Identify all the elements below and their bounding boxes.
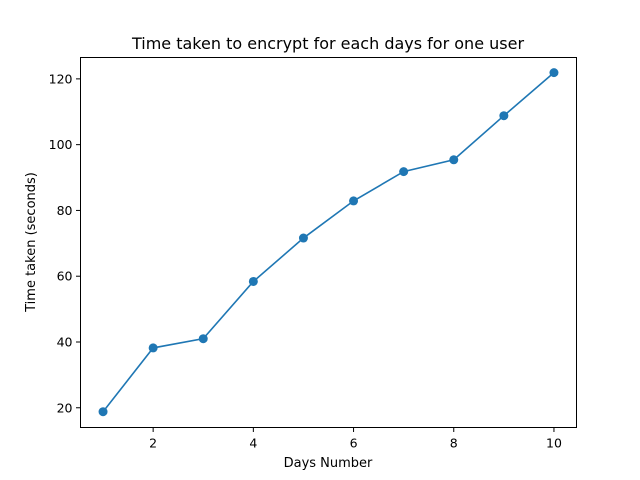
y-tick-label: 20: [57, 400, 73, 415]
series-points: [98, 68, 559, 417]
y-tick-label: 80: [57, 203, 73, 218]
data-point: [399, 167, 409, 177]
data-point: [449, 155, 459, 165]
data-point: [148, 343, 158, 353]
x-axis-label: Days Number: [284, 456, 373, 471]
y-axis-label: Time taken (seconds): [24, 172, 39, 313]
y-axis: 20 40 60 80 100 120: [49, 71, 81, 415]
data-point: [98, 407, 108, 417]
y-tick-label: 60: [57, 269, 73, 284]
series-line: [102, 72, 555, 413]
x-axis: 2 4 6 8 10: [149, 427, 562, 451]
x-tick-label: 10: [546, 436, 562, 451]
data-point: [499, 111, 509, 121]
y-tick-label: 40: [57, 334, 73, 349]
y-tick-label: 100: [49, 137, 73, 152]
data-point: [198, 334, 208, 344]
x-tick-label: 4: [249, 436, 257, 451]
data-point: [549, 68, 559, 78]
axes-frame: [80, 57, 577, 428]
x-tick-label: 6: [350, 436, 358, 451]
chart-title: Time taken to encrypt for each days for …: [131, 34, 524, 53]
x-tick-label: 2: [149, 436, 157, 451]
data-point: [248, 276, 258, 286]
y-tick-label: 120: [49, 71, 73, 86]
x-tick-label: 8: [450, 436, 458, 451]
data-point: [349, 196, 359, 206]
data-point: [298, 233, 308, 243]
